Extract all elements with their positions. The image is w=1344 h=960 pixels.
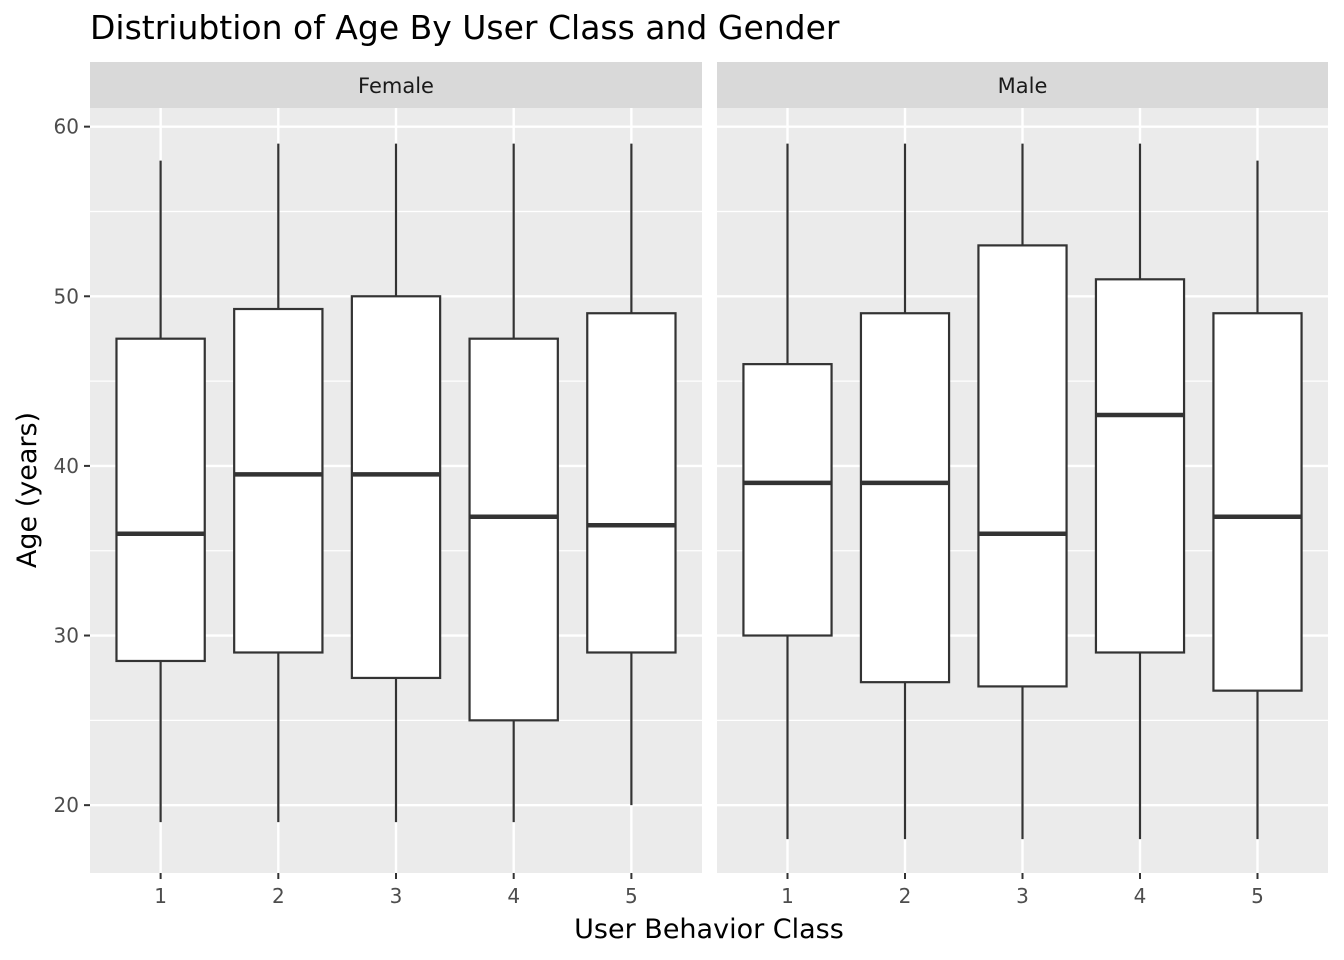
boxplot-male-class-4 <box>1094 143 1186 840</box>
box <box>742 363 833 637</box>
y-tick-label: 20 <box>54 793 79 817</box>
boxplot-female-class-2 <box>233 143 324 823</box>
box <box>1212 312 1303 692</box>
boxplot-male-class-2 <box>859 143 951 840</box>
box <box>350 295 442 680</box>
panels: Female 1 2 3 4 5 Male 1 2 3 4 5 <box>90 62 1328 908</box>
boxplot-female-class-5 <box>586 143 677 806</box>
box <box>115 337 206 663</box>
facet-label: Male <box>998 74 1048 98</box>
box <box>977 244 1068 688</box>
x-tick-label: 3 <box>390 884 403 908</box>
box <box>859 312 951 684</box>
facet-strip <box>717 62 1328 108</box>
box <box>1094 278 1186 654</box>
panel-male: Male 1 2 3 4 5 <box>717 62 1328 908</box>
x-tick-label: 1 <box>781 884 794 908</box>
x-tick-label: 5 <box>1251 884 1264 908</box>
x-axis-title: User Behavior Class <box>574 914 844 945</box>
y-axis-title: Age (years) <box>12 412 43 568</box>
y-axis: 20 30 40 50 60 <box>54 115 90 817</box>
box <box>586 312 677 654</box>
y-tick-label: 30 <box>54 624 79 648</box>
boxplot-male-class-5 <box>1212 160 1303 840</box>
x-tick-label: 4 <box>507 884 520 908</box>
y-tick-label: 40 <box>54 454 79 478</box>
x-tick-label: 4 <box>1134 884 1147 908</box>
boxplot-male-class-3 <box>977 143 1068 840</box>
boxplot-female-class-3 <box>350 143 442 823</box>
panel-female: Female 1 2 3 4 5 <box>90 62 702 908</box>
facet-strip <box>90 62 702 108</box>
box <box>468 337 559 722</box>
facet-label: Female <box>358 74 434 98</box>
x-tick-label: 1 <box>154 884 167 908</box>
boxplot-male-class-1 <box>742 143 833 840</box>
boxplot-female-class-4 <box>468 143 559 823</box>
y-tick-label: 60 <box>54 115 79 139</box>
x-tick-label: 2 <box>899 884 912 908</box>
box <box>233 307 324 654</box>
x-tick-label: 5 <box>625 884 638 908</box>
boxplot-female-class-1 <box>115 160 206 823</box>
chart-title: Distriubtion of Age By User Class and Ge… <box>90 8 840 47</box>
x-tick-label: 3 <box>1016 884 1029 908</box>
y-tick-label: 50 <box>54 284 79 308</box>
x-tick-label: 2 <box>272 884 285 908</box>
